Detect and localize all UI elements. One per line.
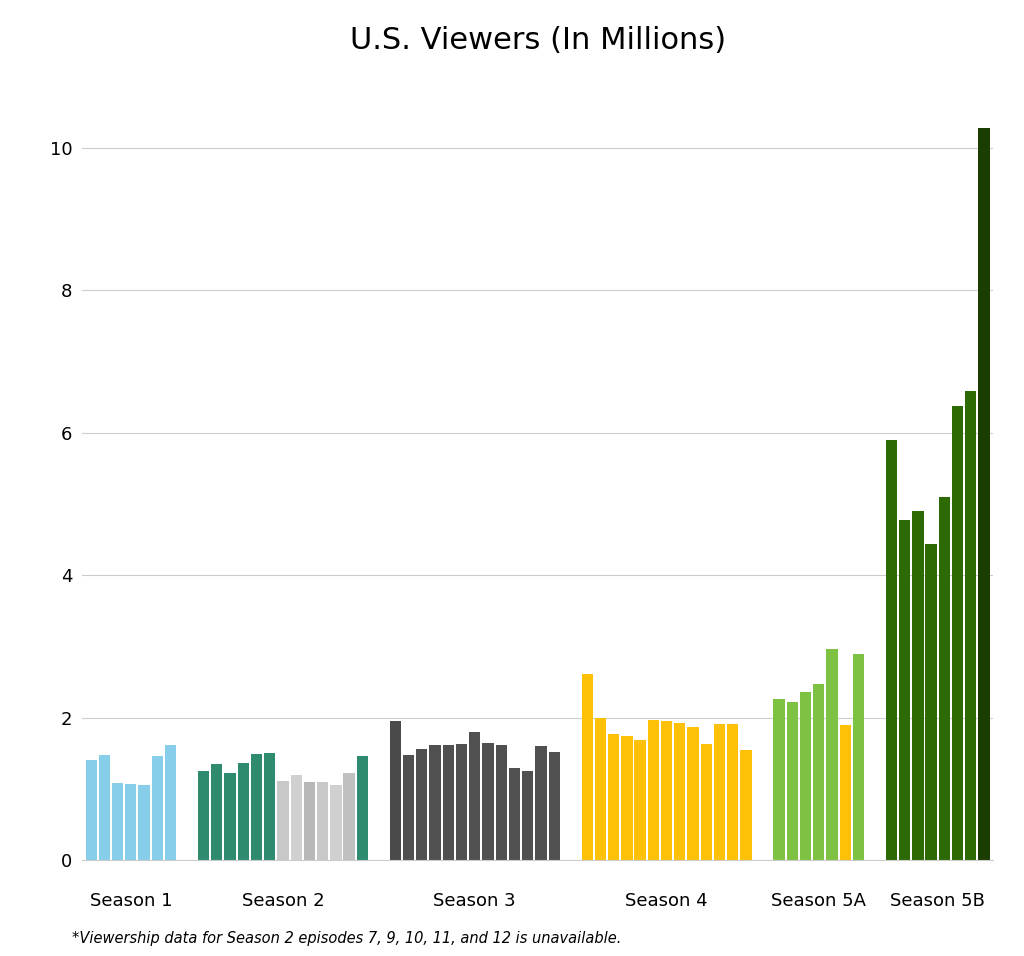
Bar: [582, 674, 593, 860]
Bar: [966, 391, 977, 860]
Text: *Viewership data for Season 2 episodes 7, 9, 10, 11, and 12 is unavailable.: *Viewership data for Season 2 episodes 7…: [72, 931, 621, 946]
Bar: [251, 754, 262, 860]
Bar: [727, 725, 738, 860]
Bar: [125, 784, 136, 860]
Text: Season 3: Season 3: [433, 893, 516, 910]
Bar: [786, 703, 798, 860]
Bar: [853, 655, 864, 860]
Bar: [536, 747, 547, 860]
Bar: [608, 734, 620, 860]
Bar: [687, 728, 698, 860]
Text: Season 4: Season 4: [626, 893, 708, 910]
Bar: [522, 771, 534, 860]
Title: U.S. Viewers (In Millions): U.S. Viewers (In Millions): [349, 26, 726, 54]
Bar: [648, 720, 659, 860]
Bar: [549, 752, 560, 860]
Bar: [304, 782, 315, 860]
Bar: [442, 745, 454, 860]
Bar: [429, 745, 440, 860]
Bar: [224, 773, 236, 860]
Bar: [595, 718, 606, 860]
Bar: [112, 783, 123, 860]
Bar: [660, 722, 672, 860]
Bar: [740, 750, 752, 860]
Bar: [165, 745, 176, 860]
Bar: [211, 764, 222, 860]
Bar: [278, 781, 289, 860]
Bar: [912, 511, 924, 860]
Bar: [138, 785, 150, 860]
Bar: [152, 755, 163, 860]
Bar: [403, 755, 415, 860]
Bar: [356, 755, 368, 860]
Text: Season 1: Season 1: [90, 893, 172, 910]
Bar: [331, 785, 342, 860]
Bar: [390, 722, 401, 860]
Bar: [714, 724, 725, 860]
Bar: [291, 775, 302, 860]
Bar: [98, 755, 110, 860]
Bar: [198, 771, 209, 860]
Bar: [482, 743, 494, 860]
Bar: [456, 744, 467, 860]
Bar: [674, 723, 685, 860]
Bar: [899, 520, 910, 860]
Bar: [700, 744, 712, 860]
Bar: [469, 732, 480, 860]
Bar: [238, 763, 249, 860]
Bar: [622, 736, 633, 860]
Bar: [800, 692, 811, 860]
Bar: [826, 649, 838, 860]
Bar: [840, 725, 851, 860]
Text: Season 5A: Season 5A: [771, 893, 866, 910]
Bar: [416, 749, 427, 860]
Text: Season 5B: Season 5B: [890, 893, 985, 910]
Bar: [343, 773, 354, 860]
Bar: [264, 752, 275, 860]
Text: Season 2: Season 2: [242, 893, 325, 910]
Bar: [886, 440, 897, 860]
Bar: [496, 745, 507, 860]
Bar: [773, 699, 784, 860]
Bar: [317, 782, 329, 860]
Bar: [926, 544, 937, 860]
Bar: [813, 684, 824, 860]
Bar: [86, 760, 97, 860]
Bar: [952, 406, 964, 860]
Bar: [509, 768, 520, 860]
Bar: [939, 497, 950, 860]
Bar: [978, 128, 989, 860]
Bar: [635, 740, 646, 860]
